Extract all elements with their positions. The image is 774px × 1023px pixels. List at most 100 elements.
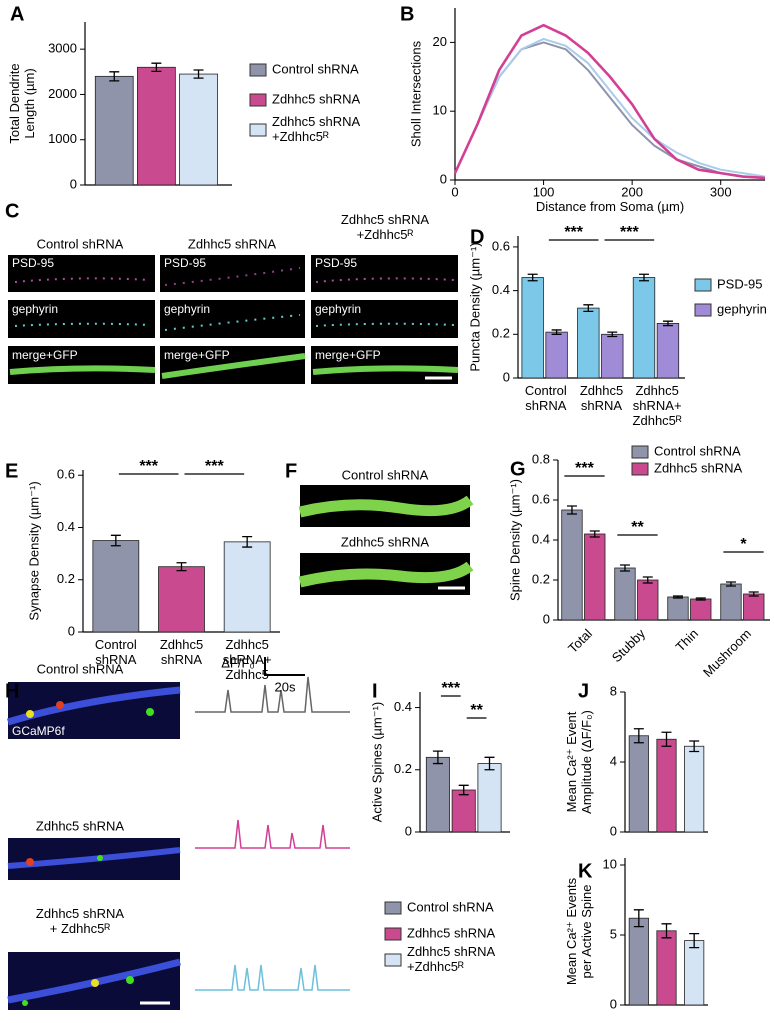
legend-label: gephyrin — [717, 301, 767, 316]
row-label: gephyrin — [12, 302, 58, 316]
bar — [656, 322, 680, 379]
x-tick-label: Total — [565, 626, 595, 656]
bar — [451, 789, 476, 833]
y-axis-label: Sholl Intersections — [408, 40, 423, 147]
error-bar — [672, 595, 683, 599]
column-label: Zdhhc5 shRNA — [188, 236, 276, 251]
legend-label: Control shRNA — [407, 899, 494, 914]
bar — [601, 333, 624, 379]
error-bar — [689, 932, 700, 949]
y-axis-label: Synapse Density (µm⁻¹) — [26, 481, 41, 620]
row-label: PSD-95 — [315, 256, 357, 270]
y-tick-label: 20 — [433, 34, 447, 49]
bar — [656, 930, 677, 1006]
x-tick-label: 300 — [710, 184, 732, 199]
image-label: Zdhhc5 shRNA + Zdhhc5ᴿ — [36, 906, 124, 936]
y-tick-label: 8 — [610, 683, 617, 698]
y-tick-label: 0 — [610, 996, 617, 1011]
y-axis-label: Mean Ca²⁺ Eventsper Active Spine — [564, 877, 594, 985]
x-tick-label: Zdhhc5 shRNA — [580, 383, 623, 413]
error-bar — [589, 530, 600, 538]
error-bar — [633, 728, 644, 744]
legend-swatch — [249, 93, 267, 107]
error-bar — [566, 505, 577, 515]
panel-letter: A — [10, 3, 24, 25]
error-bar — [527, 273, 538, 282]
legend-label: Zdhhc5 shRNA — [654, 460, 742, 475]
error-bar — [242, 535, 253, 548]
legend-swatch — [249, 63, 267, 77]
significance-label: *** — [620, 224, 639, 241]
row-label: merge+GFP — [164, 348, 230, 362]
y-tick-label: 0 — [68, 623, 75, 638]
bar — [637, 579, 659, 621]
legend-label: Zdhhc5 shRNA +Zdhhc5ᴿ — [407, 944, 495, 974]
bar — [521, 277, 544, 379]
legend-swatch — [631, 445, 649, 459]
x-tick-label: Zdhhc5 shRNA+ Zdhhc5ᴿ — [633, 383, 682, 428]
bar — [614, 567, 636, 621]
legend-swatch — [249, 123, 267, 137]
error-bar — [619, 564, 630, 572]
legend-label: Control shRNA — [272, 61, 359, 76]
significance-label: ** — [470, 702, 483, 719]
y-tick-label: 0.4 — [57, 519, 75, 534]
legend-swatch — [384, 953, 402, 967]
legend-swatch — [694, 278, 712, 292]
y-axis-label: Puncta Density (µm⁻¹) — [467, 242, 482, 371]
legend-swatch — [694, 303, 712, 317]
row-label: PSD-95 — [12, 256, 54, 270]
x-tick-label: Zdhhc5 shRNA — [160, 637, 203, 667]
x-tick-label: Mushroom — [700, 626, 754, 680]
y-tick-label: 0 — [70, 176, 77, 191]
scale-label: 20s — [275, 679, 296, 694]
y-tick-label: 0 — [503, 369, 510, 384]
y-tick-label: 3000 — [48, 41, 77, 56]
significance-label: * — [740, 536, 747, 553]
y-tick-label: 0.2 — [394, 761, 412, 776]
column-label: Zdhhc5 shRNA +Zdhhc5ᴿ — [341, 212, 429, 242]
y-tick-label: 10 — [603, 856, 617, 871]
x-axis-label: Distance from Soma (µm) — [536, 199, 684, 214]
error-bar — [583, 304, 594, 313]
bar — [137, 66, 176, 186]
line-series — [454, 41, 766, 179]
error-bar — [151, 62, 162, 73]
error-bar — [661, 731, 672, 747]
y-tick-label: 0.8 — [532, 451, 550, 466]
panel-letter: G — [510, 458, 526, 480]
y-tick-label: 0.6 — [57, 467, 75, 482]
legend-label: Control shRNA — [654, 443, 741, 458]
bar — [720, 583, 742, 621]
panel-letter: C — [5, 200, 19, 222]
x-tick-label: Control shRNA — [525, 383, 567, 413]
x-tick-label: Zdhhc5 shRNA+ Zdhhc5 — [223, 637, 272, 682]
row-label: PSD-95 — [164, 256, 206, 270]
y-axis-label: Total DendriteLength (µm) — [7, 63, 37, 143]
error-bar — [110, 534, 121, 547]
bar — [223, 541, 271, 633]
panel-letter: K — [578, 860, 593, 882]
y-tick-label: 0.2 — [57, 571, 75, 586]
bar — [667, 596, 689, 621]
y-tick-label: 0.4 — [394, 699, 412, 714]
bar — [477, 763, 502, 833]
bar — [92, 540, 140, 633]
significance-label: *** — [139, 458, 158, 475]
bar — [179, 73, 218, 186]
line-series — [453, 23, 766, 180]
panel-letter: B — [400, 3, 414, 25]
x-tick-label: 0 — [451, 184, 458, 199]
error-bar — [725, 581, 736, 587]
legend-label: Zdhhc5 shRNA — [272, 91, 360, 106]
error-bar — [551, 329, 562, 335]
line-series — [454, 37, 766, 178]
y-tick-label: 0.6 — [532, 491, 550, 506]
bar — [628, 917, 649, 1006]
y-tick-label: 0.4 — [492, 282, 510, 297]
legend-label: PSD-95 — [717, 276, 763, 291]
bar — [584, 533, 606, 621]
error-bar — [109, 71, 120, 82]
image-label: Control shRNA — [342, 467, 429, 482]
significance-label: ** — [631, 519, 644, 536]
